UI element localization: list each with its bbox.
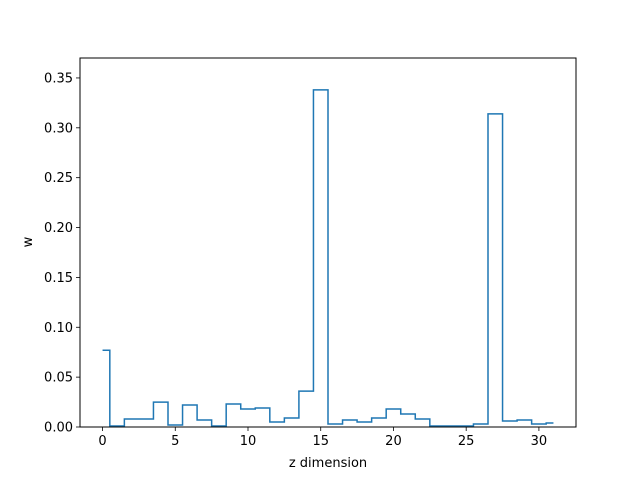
x-tick-label-25: 25 [458,434,475,449]
x-axis-label: z dimension [289,456,367,471]
x-tick-label-15: 15 [312,434,329,449]
y-tick-label-0: 0.00 [44,421,73,436]
x-tick-label-10: 10 [240,434,257,449]
series-line-0 [102,89,554,427]
x-tick-label-0: 0 [98,434,106,449]
y-tick-label-5: 0.25 [44,171,73,186]
y-axis-label: w [21,236,36,247]
x-axis: 0 5 10 15 20 25 30 [98,427,547,449]
y-tick-label-3: 0.15 [44,271,73,286]
y-tick-label-6: 0.30 [44,121,73,136]
x-tick-label-20: 20 [385,434,402,449]
y-axis: 0.00 0.05 0.10 0.15 0.20 0.25 0.30 0.35 [44,71,80,436]
plot-frame [79,57,577,428]
x-tick-label-5: 5 [171,434,179,449]
y-tick-label-4: 0.20 [44,221,73,236]
y-tick-label-2: 0.10 [44,321,73,336]
plot-area [102,89,554,427]
y-tick-label-1: 0.05 [44,371,73,386]
x-tick-label-30: 30 [531,434,548,449]
y-tick-label-7: 0.35 [44,71,73,86]
